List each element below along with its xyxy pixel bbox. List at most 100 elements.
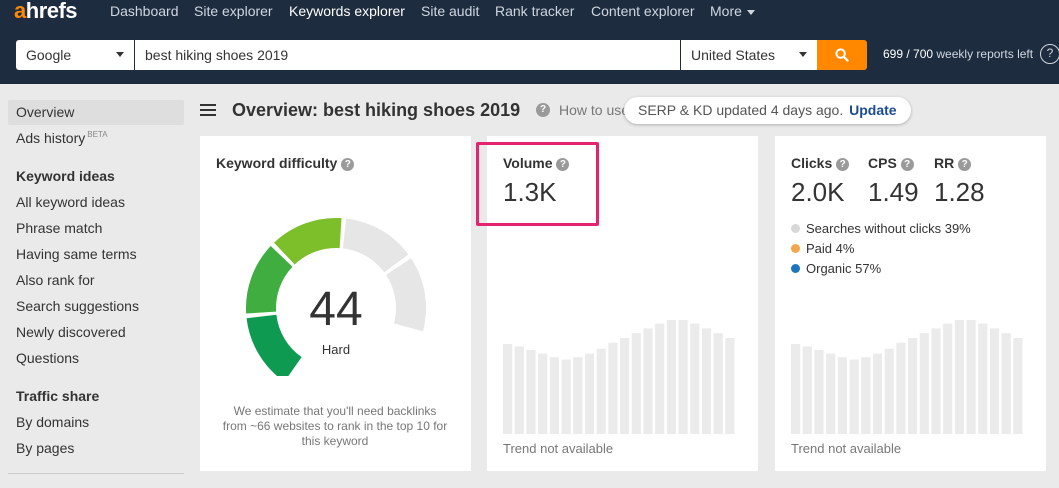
- sidebar-item-all-keyword-ideas[interactable]: All keyword ideas: [16, 194, 125, 210]
- country-select[interactable]: United States: [681, 40, 817, 70]
- search-engine-value: Google: [26, 47, 72, 63]
- trend-bar: [538, 353, 548, 434]
- trend-bar: [666, 320, 676, 434]
- sidebar-item-by-domains[interactable]: By domains: [16, 414, 90, 430]
- trend-bar: [503, 344, 513, 434]
- trend-bar: [596, 348, 606, 434]
- legend-paid: Paid 4%: [791, 241, 854, 256]
- page-title: Overview: best hiking shoes 2019: [232, 100, 521, 120]
- reports-used: 699 / 700: [883, 47, 934, 61]
- volume-value: 1.3K: [503, 177, 557, 207]
- kd-label-text: Keyword difficulty: [216, 155, 338, 171]
- volume-label-text: Volume: [503, 155, 553, 171]
- question-icon[interactable]: ?: [1040, 44, 1059, 64]
- clicks-label: Clicks ?: [791, 155, 850, 171]
- sidebar-divider: [8, 473, 184, 474]
- trend-bar: [791, 344, 801, 434]
- trend-bar: [896, 342, 906, 434]
- ahrefs-logo[interactable]: ahrefs: [14, 0, 78, 23]
- trend-bar: [713, 333, 723, 434]
- nav-more[interactable]: More: [710, 3, 755, 19]
- trend-bar: [919, 333, 929, 434]
- clicks-trend-text: Trend not available: [791, 441, 902, 456]
- question-icon[interactable]: ?: [341, 157, 355, 171]
- trend-bar: [620, 338, 630, 434]
- rr-label-text: RR: [934, 155, 955, 171]
- trend-bar: [978, 323, 988, 434]
- trend-bar: [814, 350, 824, 434]
- question-icon[interactable]: ?: [836, 157, 850, 171]
- update-link[interactable]: Update: [849, 102, 897, 118]
- clicks-trend-placeholder: [791, 320, 1023, 434]
- rr-value: 1.28: [934, 177, 985, 207]
- sidebar-item-by-pages[interactable]: By pages: [16, 440, 75, 456]
- question-icon[interactable]: ?: [958, 157, 972, 171]
- trend-bar: [849, 359, 859, 434]
- sidebar-item-newly-discovered[interactable]: Newly discovered: [16, 324, 126, 340]
- sidebar-heading-traffic-share: Traffic share: [16, 388, 100, 404]
- sidebar-item-label: Ads history: [16, 130, 86, 146]
- nav-keywords-explorer[interactable]: Keywords explorer: [289, 3, 405, 19]
- question-icon[interactable]: ?: [900, 157, 914, 171]
- kd-rating: Hard: [321, 342, 351, 357]
- kd-backlinks-note: We estimate that you'll need backlinks f…: [222, 404, 448, 448]
- trend-bar: [678, 320, 688, 434]
- trend-bar: [954, 320, 964, 434]
- sidebar-selected-highlight: [8, 100, 184, 125]
- trend-bar: [884, 348, 894, 434]
- trend-bar: [943, 323, 953, 434]
- serp-notice-text: SERP & KD updated 4 days ago.: [638, 102, 844, 118]
- volume-trend-text: Trend not available: [503, 441, 614, 456]
- clicks-value: 2.0K: [791, 177, 845, 207]
- legend-dot: [791, 264, 800, 274]
- sidebar-item-questions[interactable]: Questions: [16, 350, 80, 366]
- volume-label: Volume ?: [503, 155, 570, 171]
- search-button[interactable]: [817, 40, 867, 70]
- sidebar-item-search-suggestions[interactable]: Search suggestions: [16, 298, 139, 314]
- sidebar-heading-keyword-ideas: Keyword ideas: [16, 168, 115, 184]
- legend-searches-without-clicks: Searches without clicks 39%: [791, 221, 971, 236]
- trend-bar: [989, 328, 1000, 434]
- menu-icon[interactable]: [200, 104, 216, 116]
- sidebar-item-phrase-match[interactable]: Phrase match: [16, 220, 103, 236]
- sidebar-item-having-same-terms[interactable]: Having same terms: [16, 246, 137, 262]
- gauge-segment: [274, 218, 342, 265]
- reports-left: 699 / 700 weekly reports left: [883, 47, 1033, 61]
- dropdown-arrow-icon: [116, 52, 124, 57]
- trend-bar: [1013, 338, 1023, 434]
- cps-label-text: CPS: [868, 155, 897, 171]
- how-to-use-link[interactable]: How to use: [559, 102, 629, 118]
- trend-bar: [966, 320, 976, 434]
- trend-bar: [514, 346, 524, 434]
- nav-rank-tracker[interactable]: Rank tracker: [495, 3, 575, 19]
- trend-bar: [584, 353, 595, 434]
- rr-label: RR ?: [934, 155, 972, 171]
- legend-label: Paid 4%: [806, 241, 855, 256]
- nav-site-audit[interactable]: Site audit: [421, 3, 480, 19]
- kd-gauge: [246, 218, 426, 376]
- trend-bar: [549, 357, 559, 434]
- search-engine-select[interactable]: Google: [16, 40, 134, 70]
- legend-label: Organic 57%: [806, 261, 882, 276]
- nav-dashboard[interactable]: Dashboard: [110, 3, 179, 19]
- trend-bar: [631, 333, 641, 434]
- nav-content-explorer[interactable]: Content explorer: [591, 3, 695, 19]
- question-icon[interactable]: ?: [556, 157, 570, 171]
- gauge-segment: [246, 314, 302, 376]
- trend-bar: [608, 342, 618, 434]
- keyword-difficulty-card: Keyword difficulty ? 44 Hard We estimate…: [200, 136, 471, 471]
- sidebar-item-overview[interactable]: Overview: [16, 104, 75, 120]
- beta-badge: BETA: [87, 130, 108, 140]
- sidebar-item-also-rank-for[interactable]: Also rank for: [16, 272, 95, 288]
- nav-site-explorer[interactable]: Site explorer: [194, 3, 273, 19]
- keyword-search-input[interactable]: [135, 40, 680, 70]
- kd-label: Keyword difficulty ?: [216, 155, 355, 171]
- trend-bar: [826, 353, 836, 434]
- legend-dot: [791, 244, 800, 254]
- reports-suffix: weekly reports left: [936, 47, 1034, 61]
- volume-card: Volume ? 1.3K Trend not available: [487, 136, 758, 471]
- trend-bar: [908, 338, 918, 434]
- question-icon[interactable]: ?: [536, 103, 550, 117]
- sidebar-item-ads-history[interactable]: Ads history BETA: [16, 130, 108, 146]
- trend-bar: [931, 328, 941, 434]
